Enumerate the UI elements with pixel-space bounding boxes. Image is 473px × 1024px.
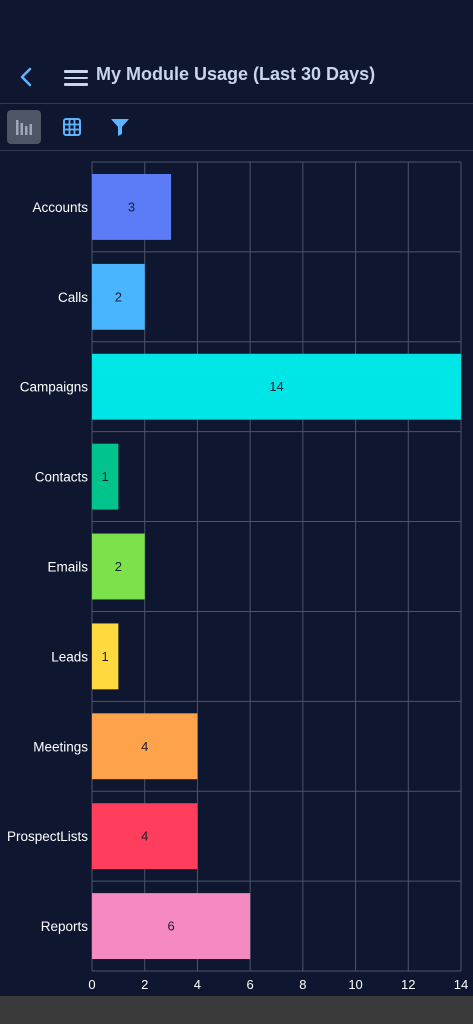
filter-button[interactable]: [103, 110, 137, 144]
page-title: My Module Usage (Last 30 Days): [96, 64, 376, 84]
bar-value-label: 14: [269, 379, 283, 394]
bar-value-label: 3: [128, 199, 135, 214]
bar-chart: 3Accounts2Calls14Campaigns1Contacts2Emai…: [7, 161, 468, 992]
bar-value-label: 4: [141, 829, 148, 844]
hamburger-line: [64, 76, 88, 79]
category-label: Leads: [51, 649, 88, 664]
menu-button[interactable]: [64, 66, 88, 88]
bar-value-label: 2: [115, 289, 122, 304]
bar-meetings: [92, 713, 198, 780]
x-tick-label: 10: [348, 977, 362, 992]
x-tick-label: 2: [141, 977, 148, 992]
toolbar-divider: [0, 150, 473, 151]
bar-emails: [92, 533, 145, 600]
category-label: Emails: [47, 560, 88, 575]
bar-accounts: [92, 174, 172, 240]
back-button[interactable]: [14, 64, 38, 90]
bar-value-label: 1: [102, 649, 109, 664]
category-label: Campaigns: [20, 380, 89, 395]
category-label: Meetings: [33, 739, 88, 754]
x-tick-label: 12: [401, 977, 415, 992]
bar-calls: [92, 263, 145, 330]
chart-toolbar: [0, 106, 473, 150]
bar-value-label: 4: [141, 739, 148, 754]
hamburger-menu-icon: [64, 70, 88, 73]
x-tick-label: 0: [88, 977, 95, 992]
x-tick-label: 8: [299, 977, 306, 992]
bar-campaigns: [92, 353, 461, 420]
x-tick-label: 6: [247, 977, 254, 992]
chevron-left-icon: [20, 67, 32, 87]
bar-value-label: 6: [167, 919, 174, 934]
grid-table-icon: [63, 118, 81, 136]
table-view-button[interactable]: [55, 110, 89, 144]
x-tick-label: 14: [454, 977, 468, 992]
category-label: Accounts: [32, 200, 88, 215]
x-tick-label: 4: [194, 977, 201, 992]
category-label: ProspectLists: [7, 829, 88, 844]
header-divider: [0, 103, 473, 104]
bar-chart-icon: [16, 120, 32, 135]
category-label: Contacts: [35, 470, 89, 485]
bar-prospectlists: [92, 803, 198, 870]
bar-value-label: 1: [102, 469, 109, 484]
module-usage-chart: 3 Accounts 2 Calls 14 Campaigns 1 Contacts 2 Emai…: [0, 151, 473, 996]
bar-contacts: [92, 443, 119, 510]
app-header: My Module Usage (Last 30 Days): [0, 52, 473, 102]
filter-icon: [111, 119, 129, 136]
bar-reports: [92, 893, 251, 959]
bar-value-label: 2: [115, 559, 122, 574]
system-navigation-bar: [0, 996, 473, 1024]
category-label: Reports: [41, 919, 89, 934]
hamburger-line: [64, 83, 88, 86]
bar-chart-view-button[interactable]: [7, 110, 41, 144]
bar-leads: [92, 623, 119, 690]
category-label: Calls: [58, 290, 88, 305]
